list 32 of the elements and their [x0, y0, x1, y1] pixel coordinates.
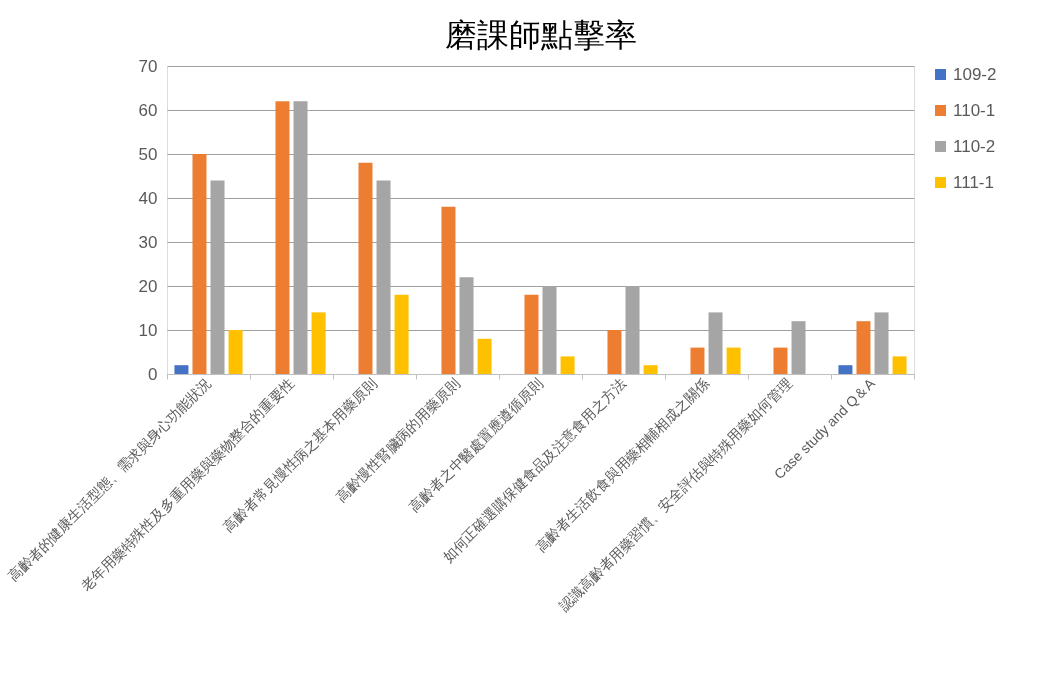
y-tick-label: 50: [138, 144, 158, 164]
bar: [192, 154, 207, 374]
bar: [607, 330, 622, 374]
y-tick-label: 40: [138, 188, 158, 208]
bar: [838, 365, 853, 374]
legend-label: 110-1: [953, 100, 996, 120]
y-tick-label: 0: [148, 364, 158, 384]
bar: [643, 365, 658, 374]
bar: [477, 338, 492, 374]
bar: [856, 321, 871, 374]
bar: [690, 347, 705, 374]
legend-label: 109-2: [953, 64, 997, 84]
bar: [311, 312, 326, 374]
bar: [560, 356, 575, 374]
bar: [358, 162, 373, 374]
legend-label: 111-1: [953, 172, 994, 192]
chart-title: 磨課師點擊率: [444, 17, 637, 53]
y-tick-label: 30: [138, 232, 158, 252]
bar: [275, 101, 290, 374]
bar: [441, 206, 456, 374]
y-tick-label: 20: [138, 276, 158, 296]
bar: [394, 294, 409, 374]
bar: [726, 347, 741, 374]
y-tick-label: 60: [138, 100, 158, 120]
bar: [174, 365, 189, 374]
bar: [773, 347, 788, 374]
legend-label: 110-2: [953, 136, 996, 156]
y-tick-label: 70: [138, 56, 158, 76]
bar: [892, 356, 907, 374]
bar: [228, 330, 243, 374]
bar: [524, 294, 539, 374]
y-tick-label: 10: [138, 320, 158, 340]
